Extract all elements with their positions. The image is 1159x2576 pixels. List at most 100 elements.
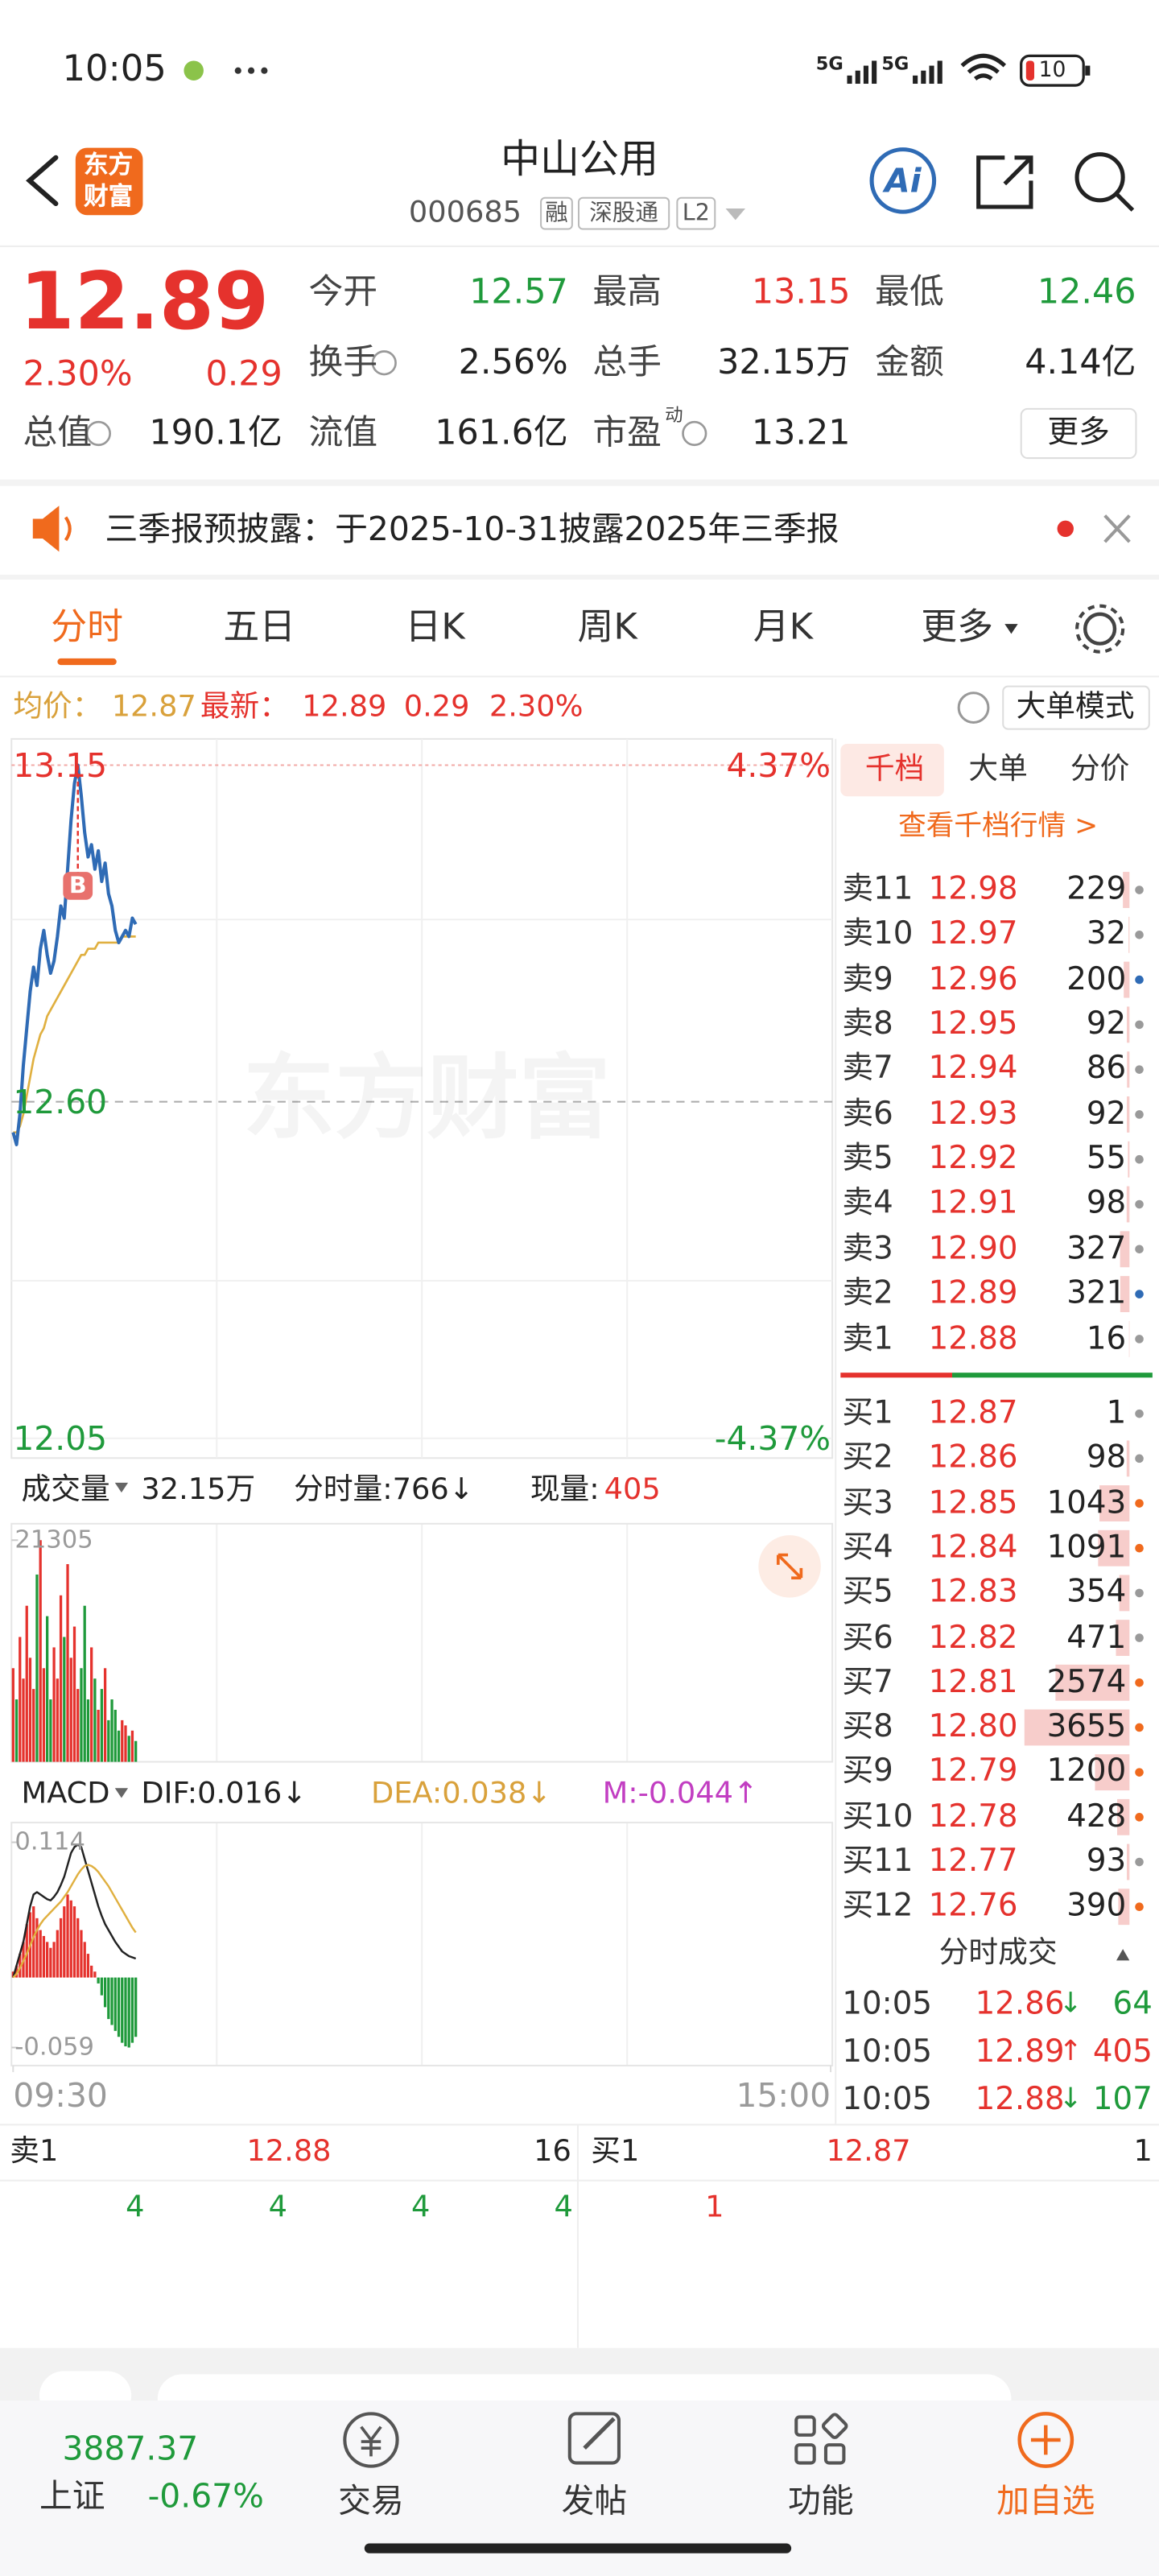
trades-caret[interactable] xyxy=(1116,1949,1130,1961)
book-price: 12.95 xyxy=(928,1005,1018,1042)
book-price: 12.81 xyxy=(928,1663,1018,1700)
book-volume: 55 xyxy=(1086,1140,1127,1177)
book-volume: 2574 xyxy=(1046,1663,1127,1700)
stat-value: 12.46 xyxy=(1037,271,1136,312)
volume-bar xyxy=(97,1709,100,1762)
trades-title[interactable]: 分时成交 xyxy=(938,1935,1058,1971)
trade-time: 10:05 xyxy=(842,2081,933,2118)
macd-bar xyxy=(56,1930,59,1978)
trade-volume: 405 xyxy=(1092,2033,1153,2070)
search-icon[interactable] xyxy=(1074,152,1125,203)
macd-caret[interactable] xyxy=(114,1788,129,1798)
ai-button-label[interactable]: Ai xyxy=(885,160,922,200)
book-tab[interactable]: 分价 xyxy=(1070,752,1130,787)
bid-label: 买1 xyxy=(591,2134,640,2169)
status-time: 10:05 xyxy=(62,49,167,91)
chart-tab[interactable]: 日K xyxy=(405,607,465,649)
volume-title[interactable]: 成交量 xyxy=(21,1472,110,1508)
volume-caret[interactable] xyxy=(114,1482,129,1493)
info-icon[interactable] xyxy=(682,420,707,447)
mode-button[interactable] xyxy=(1002,685,1150,730)
signal xyxy=(847,60,942,85)
separator xyxy=(0,574,1159,580)
function-icon[interactable] xyxy=(794,2413,848,2465)
macd-bar xyxy=(124,1977,127,2047)
volume-depth-bar xyxy=(1099,1485,1130,1521)
book-price: 12.92 xyxy=(928,1140,1018,1177)
battery-tip xyxy=(1085,65,1091,76)
stock-tag: L2 xyxy=(676,196,716,230)
volume-frame xyxy=(10,1522,834,1763)
stock-tag: 深股通 xyxy=(577,196,670,230)
buy-marker xyxy=(63,872,93,900)
volume-bar xyxy=(90,1647,93,1762)
volume-bar xyxy=(72,1626,76,1762)
chart-tab[interactable]: 月K xyxy=(753,607,814,649)
close-button[interactable] xyxy=(1103,514,1131,543)
trade-time: 10:05 xyxy=(842,1986,933,2022)
trade-icon-glyph xyxy=(360,2425,382,2457)
nav-item[interactable]: 加自选 xyxy=(996,2480,1095,2520)
separator xyxy=(0,479,1159,486)
nav-item[interactable]: 功能 xyxy=(788,2480,854,2520)
stat-value: 4.14亿 xyxy=(1025,342,1136,382)
book-dot xyxy=(1135,1020,1144,1030)
volume-bar xyxy=(59,1595,63,1762)
book-price: 12.82 xyxy=(928,1619,1018,1656)
more-button-label[interactable]: 更多 xyxy=(1047,415,1110,451)
macd-dif: DIF:0.016↓ xyxy=(141,1776,307,1811)
battery-frame xyxy=(1020,54,1085,87)
volume-depth-bar xyxy=(1128,916,1130,953)
book-split-buy xyxy=(952,1373,1153,1378)
more-button[interactable] xyxy=(1020,407,1137,460)
settings-icon-cog xyxy=(1075,604,1125,654)
book-price: 12.87 xyxy=(928,1394,1018,1431)
volume-depth-bar xyxy=(1117,1798,1130,1835)
book-volume: 321 xyxy=(1066,1275,1127,1311)
nav-item[interactable]: 交易 xyxy=(338,2480,404,2520)
trade-arrow: ↓ xyxy=(1058,1988,1083,2021)
ai-button[interactable] xyxy=(869,147,937,214)
settings-icon[interactable] xyxy=(1083,612,1117,646)
trade-icon[interactable] xyxy=(343,2412,399,2468)
macd-bar xyxy=(103,1977,107,2008)
chart-tab[interactable]: 更多 xyxy=(921,607,994,649)
book-volume: 428 xyxy=(1066,1798,1127,1835)
post-icon[interactable] xyxy=(567,2412,621,2465)
stat-value: 12.57 xyxy=(469,271,568,312)
current-volume-label: 现量: xyxy=(530,1472,600,1508)
book-tab[interactable]: 千档 xyxy=(864,752,925,787)
dropdown-caret[interactable] xyxy=(725,208,746,221)
stat-value: 32.15万 xyxy=(717,342,851,382)
back-button[interactable] xyxy=(26,155,59,206)
volume-bar xyxy=(19,1637,22,1762)
app-icon xyxy=(184,60,204,80)
mode-button-label[interactable]: 大单模式 xyxy=(1016,689,1135,724)
notice-text[interactable]: 三季报预披露：于2025-10-31披露2025年三季报 xyxy=(105,509,839,549)
info-icon[interactable] xyxy=(371,350,397,376)
more-caret[interactable] xyxy=(1004,624,1018,634)
macd-bar xyxy=(107,1977,110,2020)
chart-tab[interactable]: 五日 xyxy=(223,607,296,649)
macd-bar xyxy=(97,1977,100,1984)
macd-bar xyxy=(32,1906,35,1978)
book-level: 卖4 xyxy=(842,1185,893,1222)
last-price: 12.89 xyxy=(19,256,270,349)
chart-tab[interactable]: 分时 xyxy=(51,607,123,649)
add-watchlist-icon[interactable] xyxy=(1017,2412,1074,2468)
logo-text: 财富 xyxy=(84,181,134,212)
nav-item[interactable]: 发帖 xyxy=(561,2480,628,2520)
change-value: 0.29 xyxy=(403,689,470,724)
macd-title[interactable]: MACD xyxy=(21,1776,110,1811)
book-tab[interactable]: 大单 xyxy=(968,752,1028,787)
macd-bar xyxy=(59,1918,63,1978)
help-icon[interactable] xyxy=(957,691,990,724)
ask-label: 卖1 xyxy=(10,2134,59,2169)
book-link[interactable]: 查看千档行情 > xyxy=(898,810,1099,844)
search-icon-handle xyxy=(1115,192,1135,212)
info-icon[interactable] xyxy=(85,420,111,447)
stat-value: 13.21 xyxy=(751,412,851,452)
chart-tab[interactable]: 周K xyxy=(577,607,637,649)
share-icon[interactable] xyxy=(976,155,1033,209)
